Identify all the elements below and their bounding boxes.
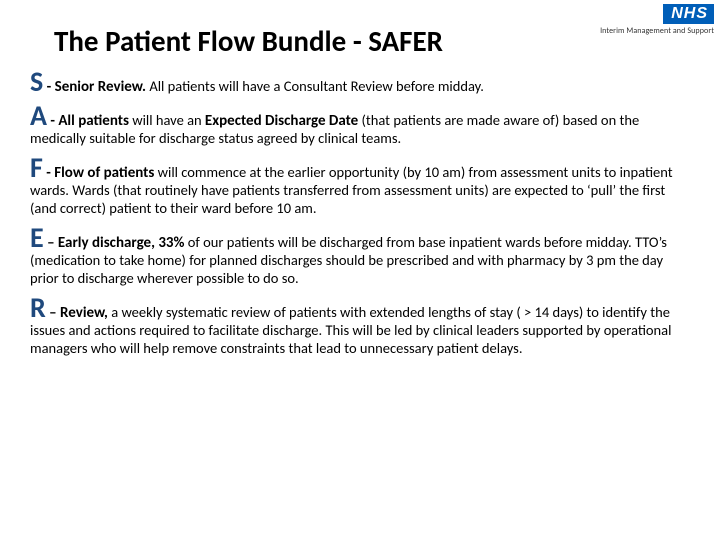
- logo-area: NHS Interim Management and Support: [600, 4, 714, 36]
- item-a: A - All patients will have an Expected D…: [30, 102, 690, 148]
- logo-subtext: Interim Management and Support: [600, 26, 714, 36]
- item-s-rest: All patients will have a Consultant Revi…: [146, 77, 484, 95]
- item-s: S - Senior Review. All patients will hav…: [30, 68, 690, 96]
- letter-a: A: [30, 98, 47, 133]
- slide-title: The Patient Flow Bundle - SAFER: [54, 26, 690, 58]
- item-f-lead: - Flow of patients: [43, 164, 155, 182]
- item-r: R – Review, a weekly systematic review o…: [30, 294, 690, 358]
- nhs-logo: NHS: [663, 4, 714, 24]
- item-a-lead2: Expected Discharge Date: [205, 112, 358, 130]
- item-r-lead: – Review,: [46, 304, 108, 322]
- item-a-mid: will have an: [129, 111, 205, 129]
- slide: NHS Interim Management and Support The P…: [0, 0, 720, 540]
- item-f: F - Flow of patients will commence at th…: [30, 154, 690, 218]
- letter-e: E: [30, 220, 44, 255]
- item-a-lead1: - All patients: [47, 112, 129, 130]
- item-s-lead: - Senior Review.: [43, 78, 146, 96]
- letter-f: F: [30, 150, 43, 185]
- safer-items: S - Senior Review. All patients will hav…: [30, 68, 690, 357]
- item-e-lead: – Early discharge, 33%: [44, 234, 185, 252]
- item-r-rest: a weekly systematic review of patients w…: [30, 303, 671, 357]
- item-e: E – Early discharge, 33% of our patients…: [30, 224, 690, 288]
- letter-r: R: [30, 290, 46, 325]
- letter-s: S: [30, 64, 43, 99]
